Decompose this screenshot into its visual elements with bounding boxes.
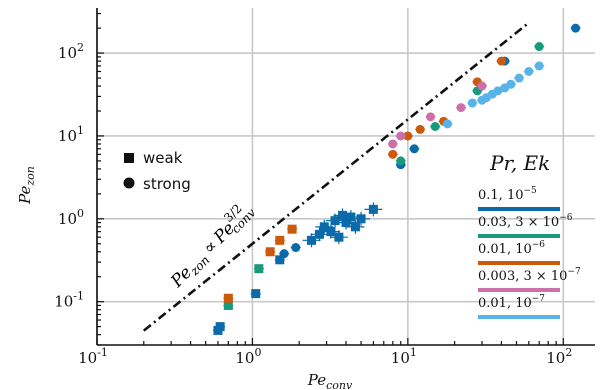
data-point-square (319, 222, 329, 232)
data-point-circle (514, 73, 524, 83)
legend-strong-label: strong (143, 175, 191, 193)
data-point-circle (571, 23, 581, 33)
legend-entry-label: 0.003, 3 × 10−7 (478, 267, 581, 284)
data-point-square (287, 224, 297, 234)
scaling-line (142, 21, 530, 332)
data-point-circle (415, 124, 425, 134)
data-point-circle (467, 98, 477, 108)
data-point-circle (279, 249, 289, 259)
data-point-circle (291, 243, 301, 253)
data-point-circle (477, 81, 487, 91)
data-point-square (334, 232, 344, 242)
data-point-circle (443, 119, 453, 129)
series-legend: Pr, Ek 0.1, 10−5 0.03, 3 × 10−6 0.01, 10−6… (478, 151, 581, 319)
data-point-square (338, 210, 348, 220)
data-point-square (368, 204, 378, 214)
data-points (212, 23, 581, 335)
legend-square-marker (124, 153, 134, 163)
marker-legend: weak strong (123, 149, 191, 193)
legend-entry-label: 0.01, 10−6 (478, 240, 545, 257)
legend-title: Pr, Ek (489, 151, 550, 175)
data-point-circle (534, 42, 544, 52)
data-point-circle (409, 144, 419, 154)
data-point-square (330, 216, 340, 226)
legend-circle-marker (123, 177, 135, 189)
scaling-line-group (142, 21, 530, 332)
data-point-square (275, 235, 285, 245)
data-point-square (223, 293, 233, 303)
data-point-square (223, 300, 233, 310)
x-tick-label: 102 (546, 346, 572, 367)
data-point-square (326, 227, 336, 237)
y-tick-label: 102 (58, 41, 84, 62)
data-point-circle (493, 86, 503, 96)
data-point-circle (396, 156, 406, 166)
y-tick-label: 100 (58, 207, 84, 228)
data-point-square (341, 218, 351, 228)
data-point-square (275, 255, 285, 265)
legend-entry-label: 0.1, 10−5 (478, 186, 537, 203)
legend-entry-label: 0.03, 3 × 10−6 (478, 213, 573, 230)
data-point-square (215, 322, 225, 332)
data-point-circle (426, 112, 436, 122)
x-tick-label: 101 (391, 346, 417, 367)
data-point-circle (396, 131, 406, 141)
x-axis-label: Peconv (307, 371, 353, 390)
data-point-circle (403, 131, 413, 141)
legend-weak-label: weak (143, 149, 183, 167)
data-point-square (254, 264, 264, 274)
data-point-square (307, 235, 317, 245)
x-axis-label-sub: conv (326, 379, 353, 390)
data-point-circle (534, 61, 544, 71)
x-tick-label: 10-1 (78, 346, 108, 367)
series-3 (387, 81, 488, 149)
data-point-circle (388, 149, 398, 159)
y-axis-label: Pezon (16, 166, 37, 205)
tick-labels: 10-1 100 101 102 10-1 100 101 102 (54, 41, 572, 367)
y-tick-label: 10-1 (54, 290, 84, 311)
data-point-circle (524, 66, 534, 76)
data-point-circle (388, 139, 398, 149)
data-point-square (350, 222, 360, 232)
data-point-circle (496, 56, 506, 66)
data-point-square (314, 229, 324, 239)
y-axis-label-sub: zon (24, 166, 37, 187)
x-axis-label-base: Pe (307, 371, 326, 389)
y-tick-label: 101 (58, 124, 84, 145)
data-point-square (356, 214, 366, 224)
data-point-circle (506, 79, 516, 89)
data-point-circle (456, 103, 466, 113)
data-point-square (251, 289, 261, 299)
data-point-square (346, 212, 356, 222)
series-legend-items: 0.1, 10−5 0.03, 3 × 10−6 0.01, 10−6 0.003, … (478, 186, 581, 319)
data-point-square (265, 247, 275, 257)
series-1 (223, 42, 545, 310)
data-point-circle (430, 122, 440, 132)
series-4 (442, 61, 545, 129)
legend-entry-label: 0.01, 10−7 (478, 294, 545, 311)
scaling-line-label: Pezon∝Pe3/2conv (163, 197, 259, 294)
axes (96, 8, 595, 346)
x-tick-label: 100 (235, 346, 261, 367)
series-2 (223, 56, 507, 303)
y-axis-label-base: Pe (16, 185, 34, 204)
